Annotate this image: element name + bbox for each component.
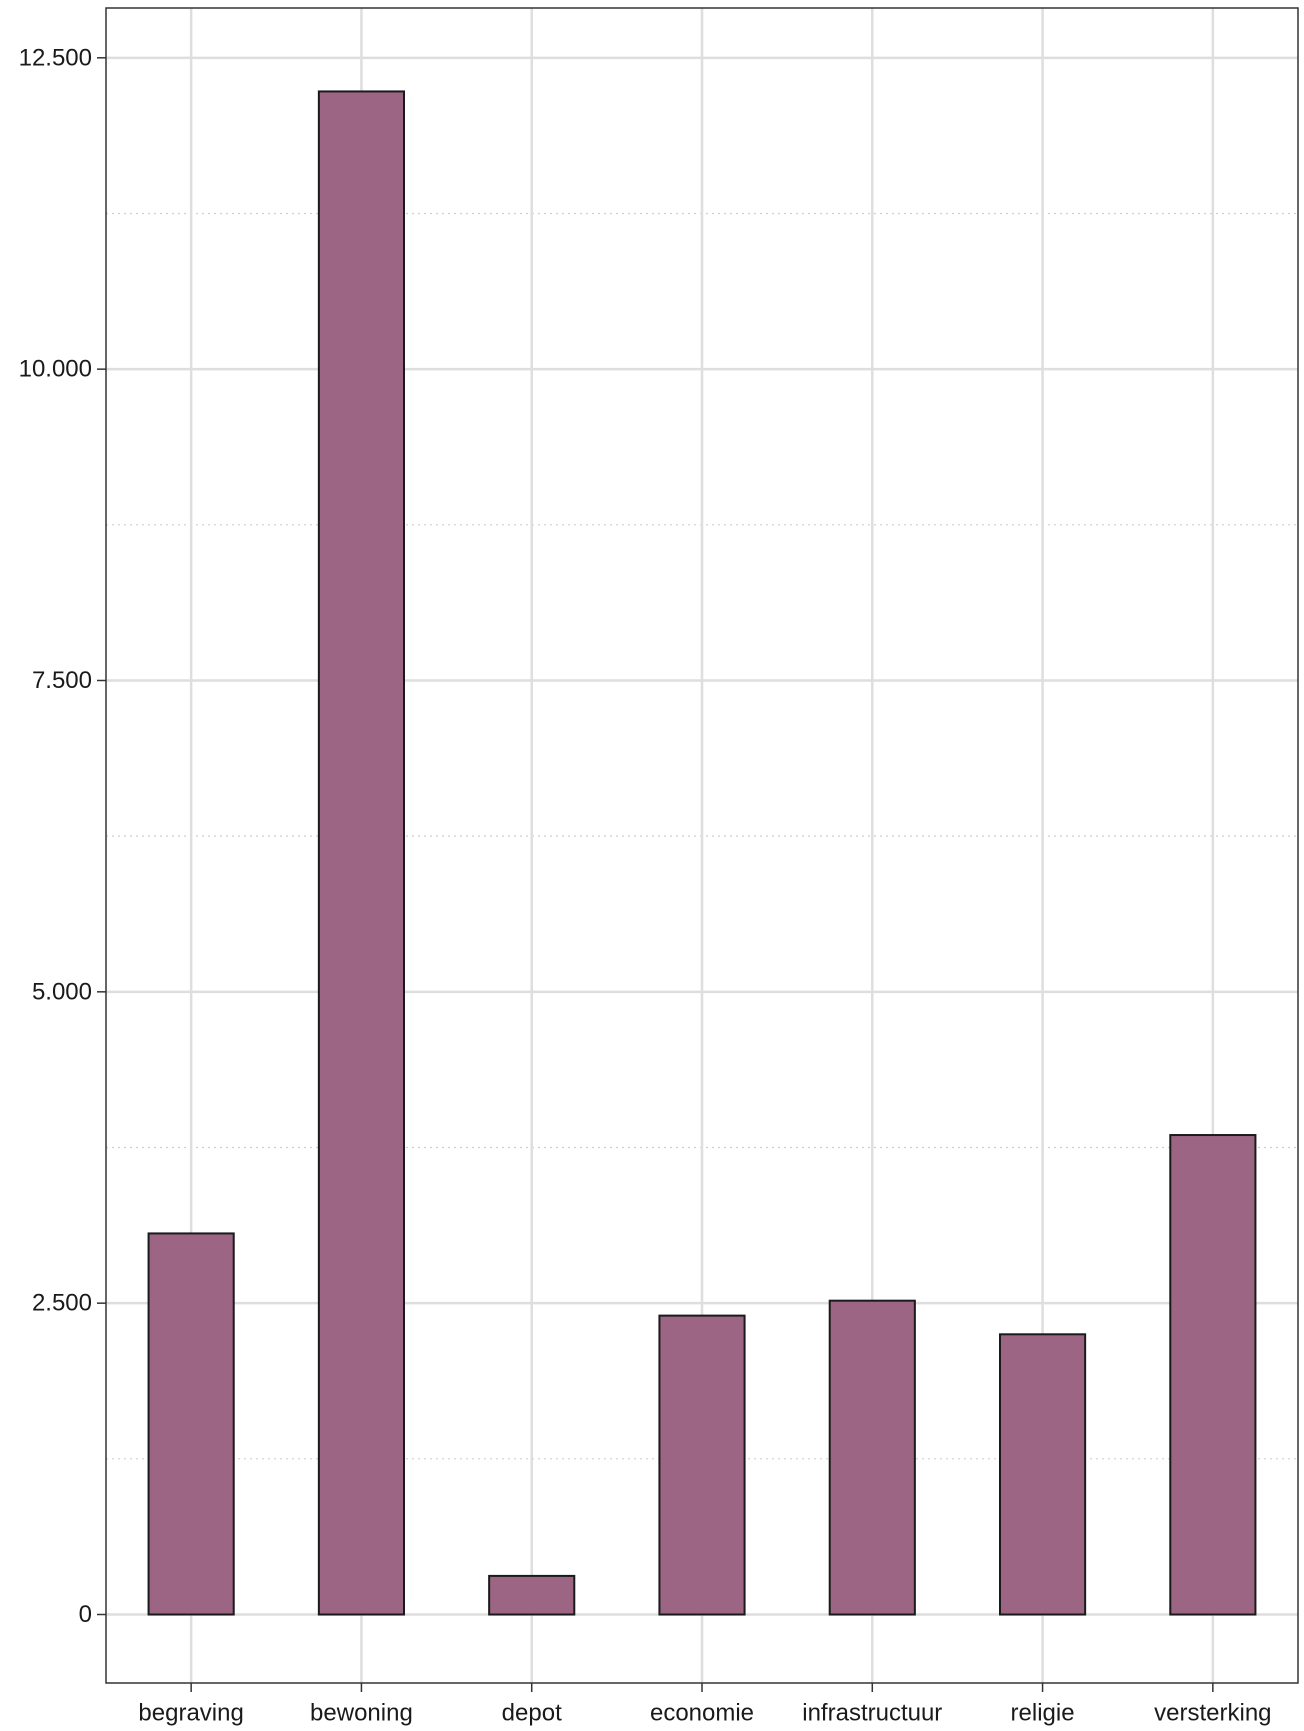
bar-infrastructuur	[828, 1299, 916, 1616]
bar-economie	[658, 1314, 746, 1616]
x-tick-label: religie	[1011, 1700, 1075, 1727]
y-tick-label: 7.500	[32, 667, 92, 694]
y-tick-label: 12.500	[19, 44, 92, 71]
y-tick-label: 5.000	[32, 978, 92, 1005]
y-axis: 0 2.500 5.000 7.500 10.000 12.500	[19, 44, 106, 1628]
x-tick-label: bewoning	[310, 1700, 413, 1727]
bar-versterking	[1169, 1134, 1257, 1616]
bar-religie	[999, 1333, 1087, 1616]
x-tick-label: infrastructuur	[802, 1700, 942, 1727]
y-tick-label: 10.000	[19, 356, 92, 383]
y-tick-label: 0	[79, 1601, 92, 1628]
x-tick-label: economie	[650, 1700, 754, 1727]
bar-begraving	[147, 1232, 235, 1616]
x-axis: begraving bewoning depot economie infrastruc…	[138, 1683, 1272, 1727]
y-tick-label: 2.500	[32, 1290, 92, 1317]
bar-series	[147, 90, 1257, 1616]
x-tick-label: depot	[502, 1700, 562, 1727]
bar-depot	[488, 1574, 576, 1616]
bar-bewoning	[317, 90, 406, 1616]
x-tick-label: begraving	[138, 1700, 243, 1727]
x-tick-label: versterking	[1154, 1700, 1271, 1727]
